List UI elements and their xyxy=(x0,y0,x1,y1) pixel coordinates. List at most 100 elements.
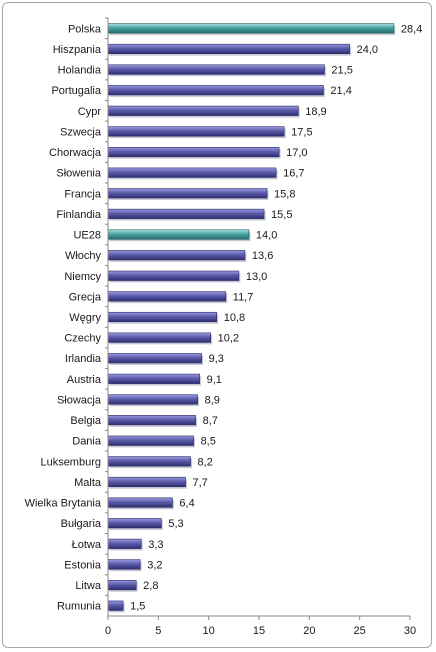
bar-hiszpania xyxy=(107,43,350,54)
bar-słowacja xyxy=(107,394,198,405)
value-label: 13,6 xyxy=(252,250,273,262)
category-label: Francja xyxy=(64,188,102,200)
bar-łotwa xyxy=(107,538,142,549)
category-label: Polska xyxy=(68,23,102,35)
bar-portugalia xyxy=(107,85,324,96)
value-label: 6,4 xyxy=(179,498,194,510)
value-label: 11,7 xyxy=(233,291,254,303)
value-label: 17,0 xyxy=(286,147,307,159)
bar-niemcy xyxy=(107,270,240,281)
x-axis-ticks: 0 5 10 15 20 25 30 xyxy=(105,625,416,637)
bar-polska xyxy=(107,23,395,34)
value-label: 17,5 xyxy=(291,126,312,138)
value-label: 16,7 xyxy=(283,168,304,180)
x-tick-label: 15 xyxy=(253,625,265,637)
category-label: Szwecja xyxy=(60,126,102,138)
category-label: Słowacja xyxy=(57,394,102,406)
value-label: 9,3 xyxy=(209,353,224,365)
bar-austria xyxy=(107,373,200,384)
category-label: Słowenia xyxy=(56,168,102,180)
category-label: Holandia xyxy=(58,65,102,77)
value-label: 28,4 xyxy=(401,23,422,35)
bar-malta xyxy=(107,476,186,488)
x-tick-label: 25 xyxy=(354,625,366,637)
bar-chorwacja xyxy=(107,146,280,158)
category-label: Czechy xyxy=(64,333,101,345)
category-label: Włochy xyxy=(65,250,102,262)
x-tick-label: 30 xyxy=(404,625,416,637)
value-label: 8,7 xyxy=(203,415,218,427)
category-label: Austria xyxy=(67,374,102,386)
bar-irlandia xyxy=(107,353,202,364)
category-labels: Polska Hiszpania Holandia Portugalia Cypr Szw… xyxy=(25,23,102,612)
value-label: 18,9 xyxy=(305,106,326,118)
bars-layer xyxy=(107,23,396,613)
category-label: UE28 xyxy=(73,230,101,242)
value-label: 10,2 xyxy=(218,333,239,345)
bar-luksemburg xyxy=(107,456,191,467)
bar-estonia xyxy=(107,559,141,570)
value-label: 8,2 xyxy=(198,456,213,468)
category-label: Litwa xyxy=(75,580,102,592)
category-label: Niemcy xyxy=(64,271,101,283)
category-label: Węgry xyxy=(69,312,101,324)
bar-holandia xyxy=(107,64,325,75)
category-label: Wielka Brytania xyxy=(25,498,102,510)
value-label: 21,4 xyxy=(330,85,351,97)
value-label: 15,5 xyxy=(271,209,292,221)
value-label: 8,5 xyxy=(201,436,216,448)
category-label: Irlandia xyxy=(65,353,102,365)
bar-ue28 xyxy=(107,229,250,240)
value-label: 13,0 xyxy=(246,271,267,283)
value-label: 9,1 xyxy=(207,374,222,386)
value-label: 24,0 xyxy=(357,44,378,56)
axis-layer xyxy=(105,17,411,620)
category-label: Dania xyxy=(72,436,102,448)
bar-litwa xyxy=(107,580,137,591)
bar-francja xyxy=(107,188,268,199)
category-label: Grecja xyxy=(69,291,102,303)
bar-bułgaria xyxy=(107,518,162,529)
value-label: 5,3 xyxy=(168,518,183,530)
value-label: 10,8 xyxy=(224,312,245,324)
value-label: 8,9 xyxy=(205,394,220,406)
category-label: Chorwacja xyxy=(49,147,102,159)
value-label: 21,5 xyxy=(331,65,352,77)
bar-włochy xyxy=(107,250,246,261)
value-label: 7,7 xyxy=(193,477,208,489)
x-tick-label: 10 xyxy=(203,625,215,637)
value-label: 3,2 xyxy=(147,559,162,571)
category-label: Rumunia xyxy=(57,601,102,613)
category-label: Belgia xyxy=(70,415,101,427)
value-label: 14,0 xyxy=(256,230,277,242)
x-tick-label: 0 xyxy=(105,625,111,637)
bar-belgia xyxy=(107,415,196,426)
category-label: Cypr xyxy=(78,106,102,118)
bar-dania xyxy=(107,435,194,446)
category-label: Finlandia xyxy=(56,209,102,221)
bar-słowenia xyxy=(107,167,277,178)
category-label: Portugalia xyxy=(51,85,101,97)
bar-węgry xyxy=(107,311,218,323)
bar-grecja xyxy=(107,291,227,302)
value-label: 15,8 xyxy=(274,188,295,200)
bar-czechy xyxy=(107,332,211,343)
bar-rumunia xyxy=(107,600,124,611)
value-labels: 28,4 24,0 21,5 21,4 18,9 17,5 17,0 16,7 15,8 15,5… xyxy=(130,23,422,612)
category-label: Łotwa xyxy=(72,539,102,551)
value-label: 3,3 xyxy=(148,539,163,551)
x-tick-label: 5 xyxy=(155,625,161,637)
bar-cypr xyxy=(107,105,299,116)
category-label: Bułgaria xyxy=(61,518,102,530)
category-label: Hiszpania xyxy=(53,44,102,56)
bar-wielka-brytania xyxy=(107,497,173,508)
x-tick-label: 20 xyxy=(303,625,315,637)
value-label: 2,8 xyxy=(143,580,158,592)
category-label: Luksemburg xyxy=(40,456,101,468)
bar-finlandia xyxy=(107,208,265,219)
bar-szwecja xyxy=(107,126,285,137)
value-label: 1,5 xyxy=(130,601,145,613)
category-label: Malta xyxy=(74,477,102,489)
category-label: Estonia xyxy=(64,559,102,571)
